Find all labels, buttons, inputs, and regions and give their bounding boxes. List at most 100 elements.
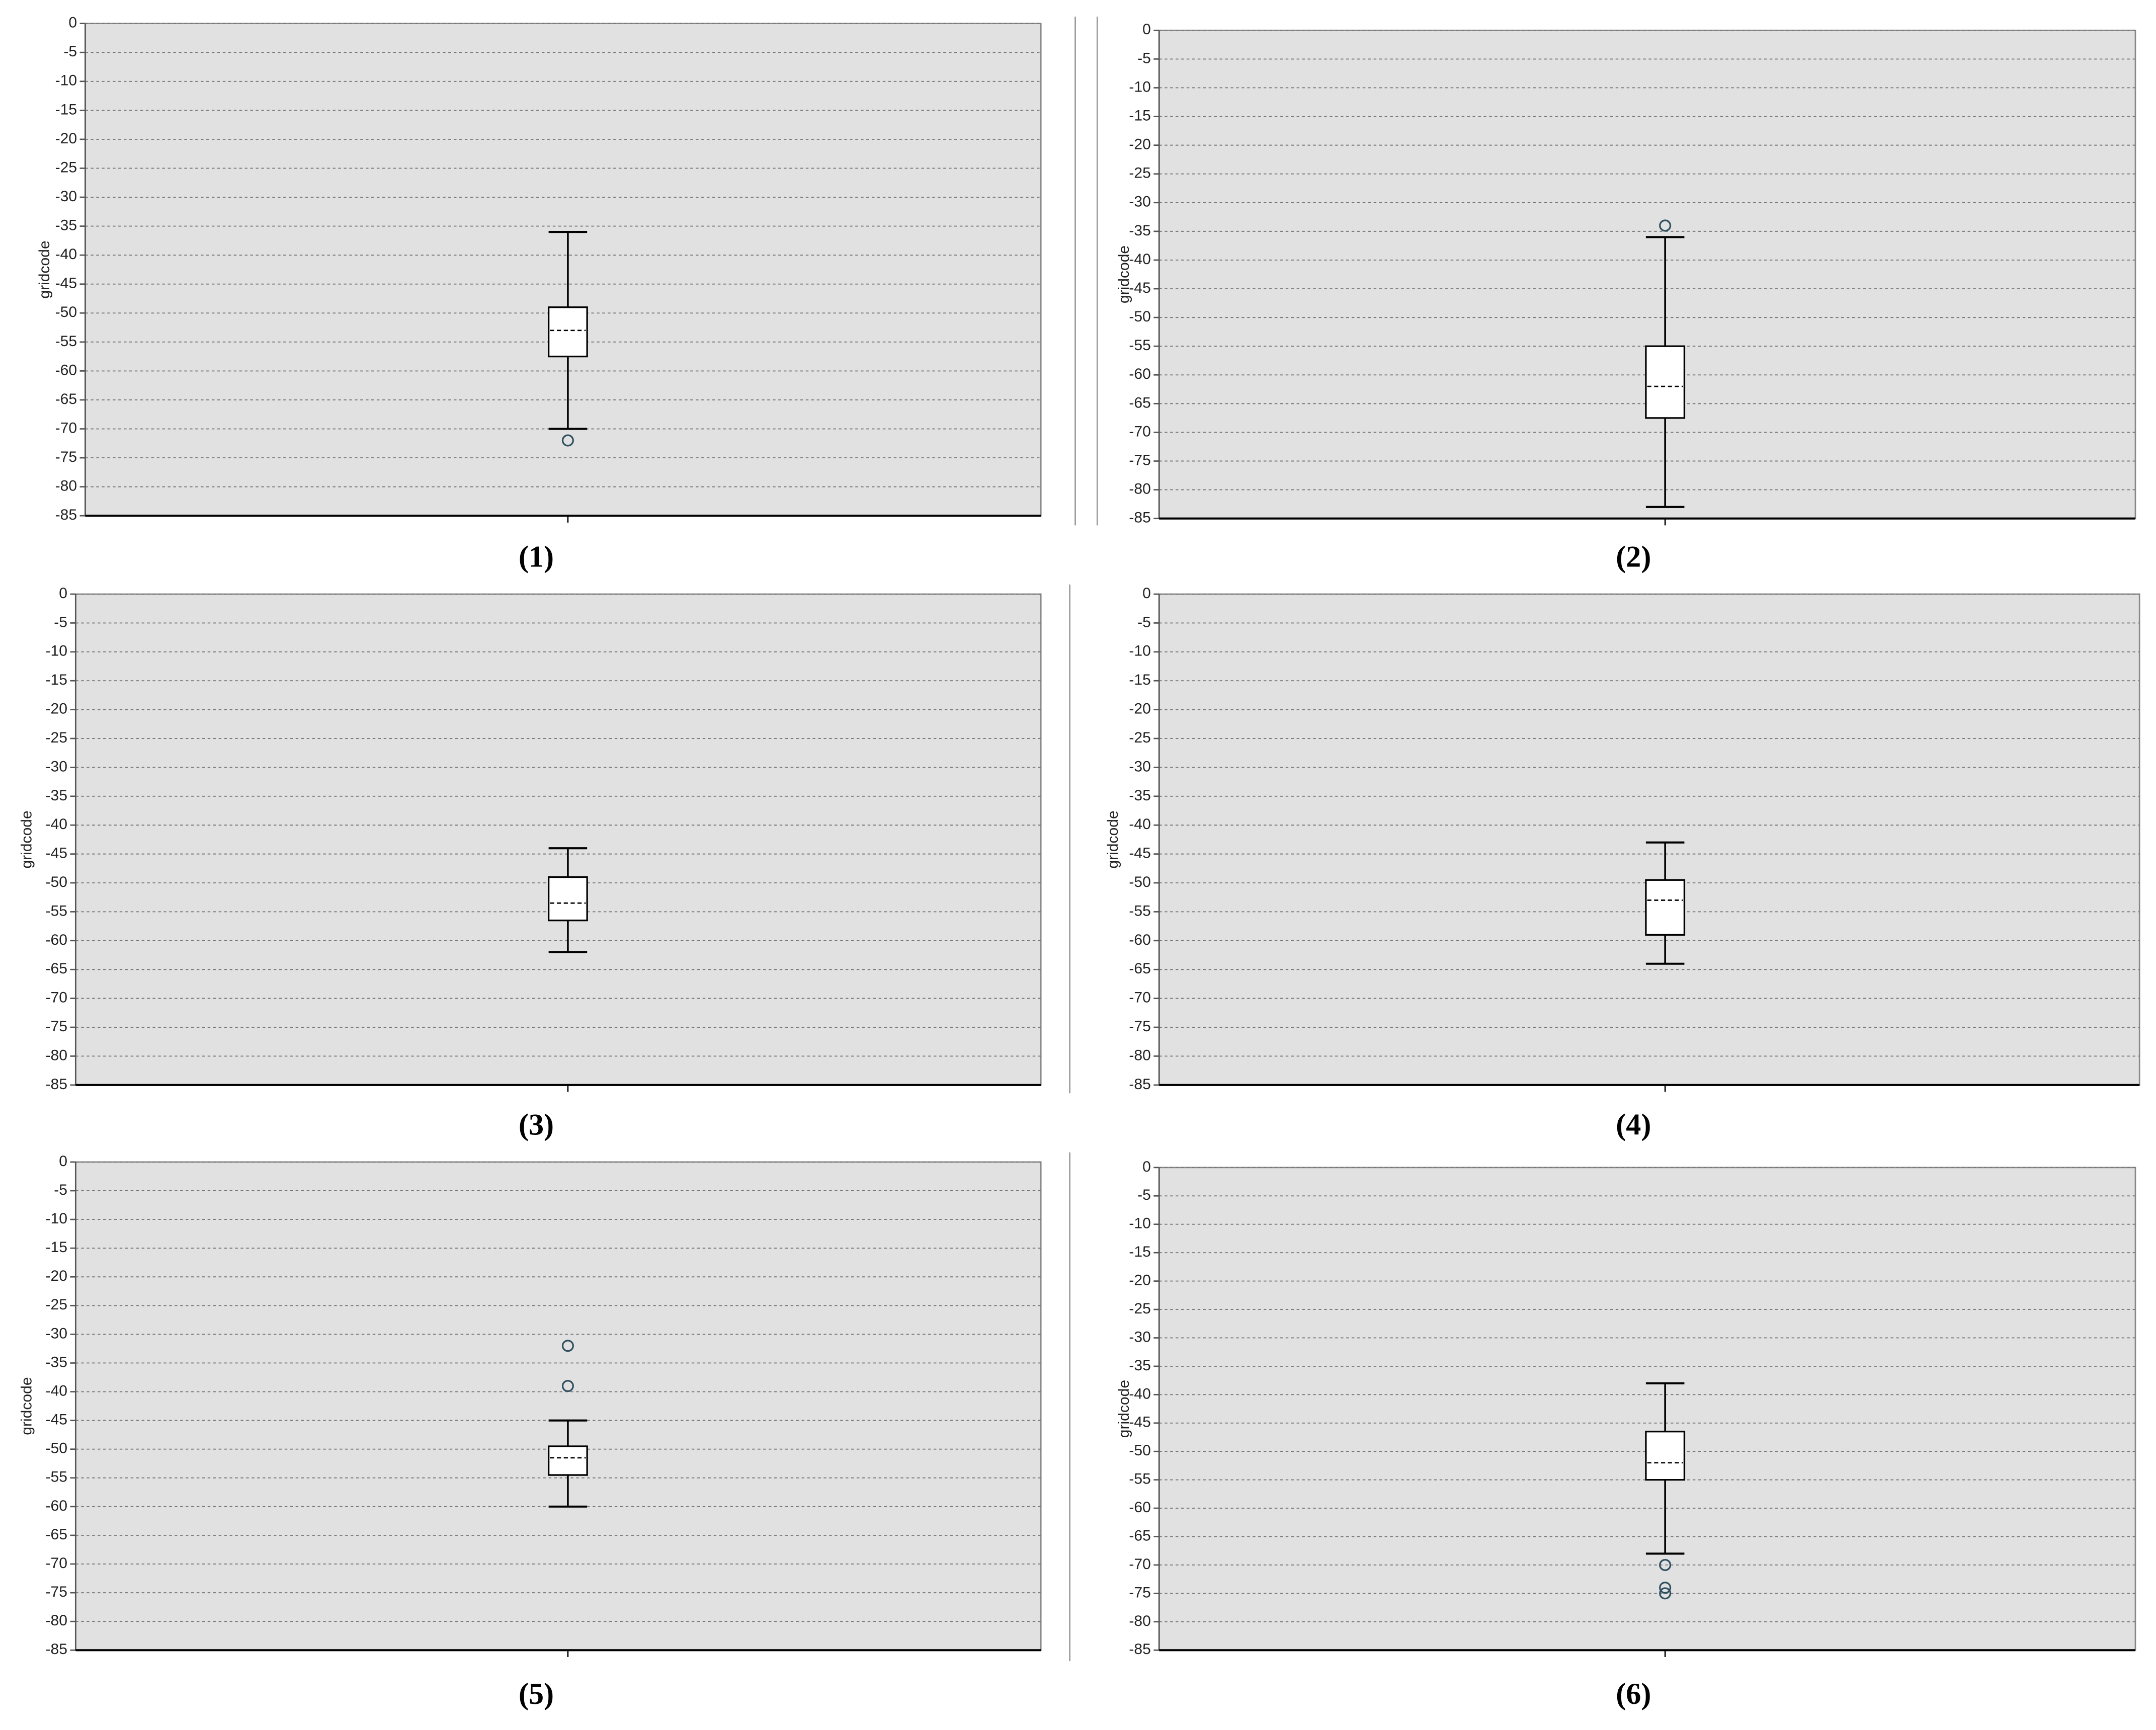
y-tick-label: -60 bbox=[1129, 366, 1150, 382]
y-tick-label: -85 bbox=[45, 1076, 67, 1093]
y-tick-label: -5 bbox=[1137, 614, 1151, 630]
y-tick-label: -40 bbox=[1129, 816, 1150, 833]
y-tick-label: -70 bbox=[1129, 990, 1150, 1006]
chart: 0 -5 -10 -15 -20 -25 -30 -35 -40 -45 -50 -55 -60 -65 -… bbox=[19, 1153, 1042, 1711]
y-tick-label: 0 bbox=[1142, 585, 1151, 602]
y-tick-label: -60 bbox=[1129, 932, 1150, 948]
y-axis-label: gridcode bbox=[19, 1377, 35, 1435]
y-tick-label: -15 bbox=[1129, 107, 1150, 124]
y-tick-label: -55 bbox=[1129, 337, 1150, 354]
y-tick-label: -65 bbox=[1129, 394, 1150, 411]
outlier bbox=[1659, 219, 1672, 232]
y-tick-label: -10 bbox=[1129, 78, 1150, 95]
y-axis-label: gridcode bbox=[1116, 245, 1132, 303]
chart: 0 -5 -10 -15 -20 -25 -30 -35 -40 -45 -50 -55 -60 -65 -… bbox=[1105, 585, 2140, 1141]
caption: (1) bbox=[519, 540, 554, 573]
y-tick-label: -60 bbox=[1129, 1499, 1150, 1516]
plot-area bbox=[1158, 29, 2136, 520]
y-tick-label: -35 bbox=[1129, 1357, 1150, 1374]
y-tick-label: -25 bbox=[45, 1296, 67, 1313]
y-tick-label: -75 bbox=[55, 449, 77, 465]
box bbox=[547, 1445, 588, 1476]
y-tick-label: -65 bbox=[45, 1526, 67, 1543]
y-tick-label: 0 bbox=[1142, 1159, 1151, 1175]
y-tick-label: -30 bbox=[1129, 194, 1150, 210]
y-tick-label: -5 bbox=[1137, 50, 1151, 66]
caption: (5) bbox=[519, 1677, 554, 1711]
caption: (2) bbox=[1616, 540, 1651, 573]
y-tick-label: 0 bbox=[59, 1153, 67, 1170]
y-tick-label: -30 bbox=[55, 188, 77, 205]
y-tick-label: -10 bbox=[1129, 643, 1150, 660]
y-tick-label: -5 bbox=[54, 1182, 67, 1198]
y-tick-label: -45 bbox=[1129, 280, 1150, 296]
y-tick-label: -80 bbox=[45, 1047, 67, 1063]
y-tick-label: -55 bbox=[1129, 902, 1150, 919]
y-tick-label: -70 bbox=[45, 1555, 67, 1572]
outlier bbox=[561, 1340, 574, 1352]
y-tick-label: -5 bbox=[1137, 1187, 1151, 1203]
y-tick-label: -20 bbox=[1129, 701, 1150, 717]
y-tick-label: -25 bbox=[1129, 165, 1150, 182]
y-tick-label: -15 bbox=[45, 1239, 67, 1256]
chart: 0 -5 -10 -15 -20 -25 -30 -35 -40 -45 -50 -55 -60 -65 -… bbox=[36, 15, 1042, 573]
y-tick-label: -35 bbox=[1129, 222, 1150, 239]
y-tick-label: -80 bbox=[55, 478, 77, 495]
y-tick-label: -45 bbox=[55, 275, 77, 292]
y-tick-label: 0 bbox=[68, 15, 77, 31]
outlier bbox=[1659, 1587, 1672, 1600]
caption: (6) bbox=[1616, 1677, 1651, 1711]
y-tick-label: -30 bbox=[1129, 758, 1150, 775]
y-tick-label: 0 bbox=[1142, 21, 1151, 38]
y-tick-label: -50 bbox=[1129, 1442, 1150, 1459]
box bbox=[1645, 1431, 1686, 1481]
box bbox=[1645, 345, 1686, 419]
y-tick-label: -65 bbox=[45, 960, 67, 977]
y-tick-label: -85 bbox=[1129, 1076, 1150, 1093]
y-tick-label: -10 bbox=[45, 643, 67, 660]
box bbox=[1645, 879, 1686, 936]
box bbox=[547, 876, 588, 922]
y-tick-label: -5 bbox=[54, 614, 67, 630]
y-tick-label: -25 bbox=[1129, 729, 1150, 746]
y-axis-label: gridcode bbox=[1105, 810, 1121, 868]
y-tick-label: -85 bbox=[45, 1641, 67, 1658]
y-axis-label: gridcode bbox=[19, 810, 35, 868]
y-tick-label: -85 bbox=[1129, 510, 1150, 526]
y-tick-label: -50 bbox=[55, 304, 77, 320]
y-tick-label: -85 bbox=[1129, 1641, 1150, 1658]
y-tick-label: -25 bbox=[55, 159, 77, 176]
y-tick-label: -35 bbox=[55, 217, 77, 234]
y-tick-label: -40 bbox=[45, 816, 67, 833]
y-tick-label: -15 bbox=[45, 672, 67, 688]
y-tick-label: -40 bbox=[1129, 251, 1150, 268]
y-tick-label: -25 bbox=[1129, 1300, 1150, 1317]
y-tick-label: -75 bbox=[1129, 1584, 1150, 1601]
y-tick-label: -50 bbox=[1129, 874, 1150, 890]
y-tick-label: -65 bbox=[55, 391, 77, 407]
y-tick-label: -40 bbox=[45, 1382, 67, 1399]
y-tick-label: -60 bbox=[45, 1498, 67, 1514]
plot-area bbox=[1158, 1167, 2136, 1651]
y-tick-label: -50 bbox=[1129, 308, 1150, 325]
plot-area bbox=[74, 593, 1042, 1086]
y-tick-label: -20 bbox=[45, 1268, 67, 1284]
outlier bbox=[561, 1380, 574, 1392]
chart: 0 -5 -10 -15 -20 -25 -30 -35 -40 -45 -50 -55 -60 -65 -… bbox=[19, 585, 1042, 1141]
y-tick-label: -45 bbox=[1129, 845, 1150, 862]
y-axis-label: gridcode bbox=[1116, 1380, 1132, 1438]
y-tick-label: -50 bbox=[45, 874, 67, 890]
y-tick-label: -85 bbox=[55, 507, 77, 523]
outlier bbox=[561, 434, 574, 447]
y-tick-label: -65 bbox=[1129, 1527, 1150, 1544]
y-tick-label: -45 bbox=[45, 845, 67, 862]
y-tick-label: -55 bbox=[45, 1469, 67, 1486]
y-tick-label: -30 bbox=[45, 1325, 67, 1342]
y-tick-label: -80 bbox=[1129, 481, 1150, 498]
y-tick-label: -35 bbox=[45, 787, 67, 804]
y-tick-label: -70 bbox=[1129, 423, 1150, 440]
y-tick-label: -55 bbox=[1129, 1471, 1150, 1488]
y-tick-label: -20 bbox=[55, 130, 77, 147]
y-tick-label: -70 bbox=[45, 990, 67, 1006]
